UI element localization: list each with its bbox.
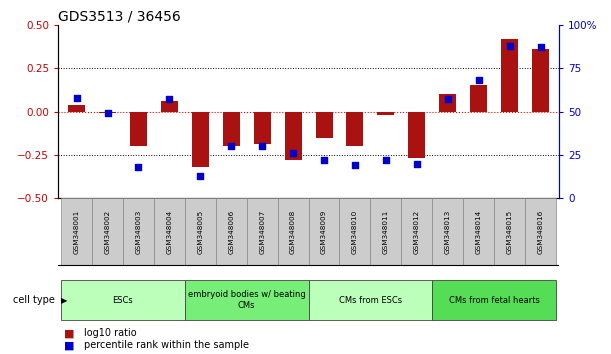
Point: [412, 161, 422, 166]
Bar: [432, 198, 463, 265]
Bar: [525, 198, 556, 265]
Point: [288, 150, 298, 156]
Bar: [99, 112, 116, 113]
Text: GSM348001: GSM348001: [73, 210, 79, 254]
Text: GDS3513 / 36456: GDS3513 / 36456: [58, 10, 181, 24]
Text: GSM348007: GSM348007: [259, 210, 265, 254]
Point: [505, 43, 514, 48]
Point: [71, 95, 81, 101]
Bar: [370, 198, 401, 265]
Bar: [277, 198, 309, 265]
Bar: [123, 198, 154, 265]
Bar: [340, 198, 370, 265]
Text: ■: ■: [64, 340, 75, 350]
Point: [226, 143, 236, 149]
Point: [164, 97, 174, 102]
Bar: [223, 112, 240, 146]
Point: [319, 157, 329, 163]
Text: CMs from ESCs: CMs from ESCs: [339, 296, 402, 304]
Text: GSM348016: GSM348016: [538, 210, 544, 254]
Text: GSM348014: GSM348014: [475, 210, 481, 254]
Point: [350, 162, 360, 168]
Text: embryoid bodies w/ beating
CMs: embryoid bodies w/ beating CMs: [188, 290, 306, 310]
Bar: [501, 39, 518, 112]
Bar: [309, 198, 340, 265]
Point: [443, 97, 453, 102]
Text: GSM348010: GSM348010: [352, 210, 358, 254]
Bar: [401, 198, 432, 265]
Bar: [192, 112, 209, 167]
Point: [257, 143, 267, 149]
Text: CMs from fetal hearts: CMs from fetal hearts: [448, 296, 540, 304]
Bar: [247, 198, 277, 265]
Bar: [494, 198, 525, 265]
Point: [196, 173, 205, 178]
Text: percentile rank within the sample: percentile rank within the sample: [84, 340, 249, 350]
Bar: [185, 198, 216, 265]
Text: GSM348015: GSM348015: [507, 210, 513, 254]
Text: ▶: ▶: [61, 296, 68, 305]
Bar: [254, 112, 271, 144]
Text: ■: ■: [64, 329, 75, 338]
Bar: [315, 112, 332, 137]
Bar: [463, 198, 494, 265]
Bar: [309, 280, 432, 320]
Text: ESCs: ESCs: [112, 296, 133, 304]
Bar: [378, 112, 394, 115]
Bar: [470, 85, 487, 112]
Text: log10 ratio: log10 ratio: [84, 329, 136, 338]
Text: GSM348013: GSM348013: [445, 210, 451, 254]
Text: GSM348008: GSM348008: [290, 210, 296, 254]
Bar: [432, 280, 556, 320]
Text: GSM348002: GSM348002: [104, 210, 111, 254]
Text: cell type: cell type: [13, 295, 55, 305]
Bar: [161, 101, 178, 112]
Text: GSM348006: GSM348006: [229, 210, 234, 254]
Text: GSM348009: GSM348009: [321, 210, 327, 254]
Bar: [68, 104, 85, 112]
Bar: [130, 112, 147, 146]
Text: GSM348003: GSM348003: [136, 210, 142, 254]
Bar: [61, 198, 92, 265]
Point: [381, 157, 391, 163]
Bar: [154, 198, 185, 265]
Bar: [285, 112, 302, 160]
Point: [103, 110, 112, 116]
Point: [474, 78, 483, 83]
Text: GSM348012: GSM348012: [414, 210, 420, 254]
Text: GSM348004: GSM348004: [166, 210, 172, 254]
Point: [536, 45, 546, 50]
Text: GSM348005: GSM348005: [197, 210, 203, 254]
Bar: [532, 49, 549, 112]
Point: [134, 164, 144, 170]
Bar: [185, 280, 309, 320]
Bar: [216, 198, 247, 265]
Bar: [408, 112, 425, 158]
Bar: [346, 112, 364, 146]
Bar: [439, 94, 456, 112]
Bar: [92, 198, 123, 265]
Bar: [61, 280, 185, 320]
Text: GSM348011: GSM348011: [383, 210, 389, 254]
